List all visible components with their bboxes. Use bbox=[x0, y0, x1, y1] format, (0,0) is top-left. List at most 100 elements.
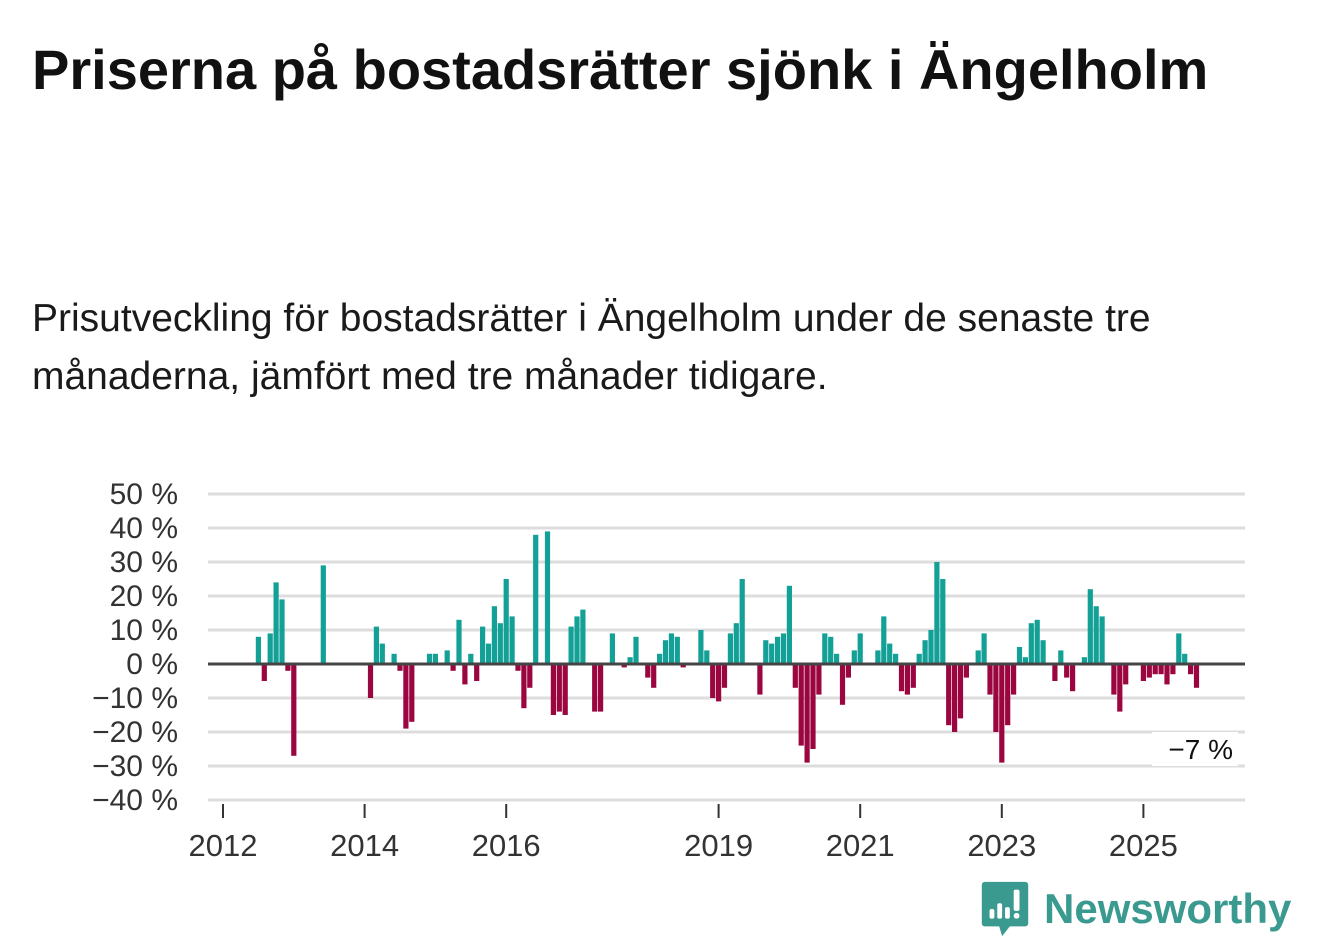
newsworthy-logo-icon bbox=[981, 881, 1029, 937]
newsworthy-logo: Newsworthy bbox=[980, 880, 1291, 938]
bar bbox=[987, 664, 993, 695]
bar bbox=[999, 664, 1005, 763]
bar bbox=[940, 579, 946, 664]
bar bbox=[1064, 664, 1070, 678]
bar bbox=[1193, 664, 1200, 688]
y-tick-label: −30 % bbox=[92, 750, 178, 783]
bar bbox=[1158, 664, 1164, 675]
bar bbox=[698, 630, 704, 664]
bar bbox=[621, 664, 627, 668]
bar bbox=[550, 664, 556, 715]
x-tick-label: 2021 bbox=[826, 828, 895, 863]
bar bbox=[893, 653, 899, 664]
bar bbox=[1140, 664, 1146, 681]
bar bbox=[1111, 664, 1117, 695]
bar bbox=[556, 664, 562, 712]
bar bbox=[273, 582, 279, 664]
bar bbox=[1123, 664, 1129, 685]
bar-chart: 50 %40 %30 %20 %10 %0 %−10 %−20 %−30 %−4… bbox=[92, 478, 1245, 863]
last-value-label-bg bbox=[1152, 732, 1238, 766]
bar bbox=[503, 579, 509, 664]
bar bbox=[662, 640, 669, 664]
bar bbox=[450, 664, 456, 671]
bar bbox=[851, 650, 857, 664]
bar bbox=[485, 643, 492, 664]
bar bbox=[474, 664, 480, 681]
bar bbox=[1040, 640, 1046, 664]
bar bbox=[792, 664, 798, 688]
bar bbox=[786, 585, 792, 664]
bar bbox=[568, 626, 574, 664]
bar bbox=[881, 616, 887, 664]
bar bbox=[267, 633, 273, 664]
bar bbox=[1146, 664, 1152, 678]
bar bbox=[609, 633, 615, 664]
bar bbox=[810, 664, 816, 749]
bar bbox=[804, 664, 810, 763]
bar bbox=[444, 650, 450, 664]
bar bbox=[704, 650, 710, 664]
bar bbox=[780, 633, 787, 664]
bar bbox=[1176, 633, 1182, 664]
bar bbox=[261, 664, 267, 681]
bar bbox=[426, 653, 433, 664]
bar bbox=[834, 653, 840, 664]
bar bbox=[409, 664, 415, 722]
bar bbox=[657, 653, 663, 664]
bar bbox=[845, 664, 851, 678]
bar bbox=[887, 643, 893, 664]
bar bbox=[480, 626, 486, 664]
bar bbox=[432, 653, 438, 664]
bar bbox=[397, 664, 403, 671]
bar bbox=[981, 633, 987, 664]
bar bbox=[574, 616, 580, 664]
bar bbox=[562, 664, 568, 715]
bar bbox=[491, 606, 497, 664]
bar bbox=[544, 531, 551, 664]
bar bbox=[1058, 650, 1064, 664]
bar bbox=[521, 664, 527, 709]
bar bbox=[515, 664, 521, 671]
bar bbox=[946, 664, 952, 726]
bar bbox=[456, 619, 462, 664]
bar bbox=[1011, 664, 1017, 695]
bar bbox=[875, 650, 881, 664]
bar bbox=[462, 664, 468, 685]
bar bbox=[963, 664, 969, 678]
bar bbox=[1034, 619, 1040, 664]
last-value-label: −7 % bbox=[1168, 734, 1233, 765]
bar bbox=[1117, 664, 1123, 712]
bar bbox=[1188, 664, 1194, 675]
y-tick-label: −20 % bbox=[92, 716, 178, 749]
y-tick-label: 0 % bbox=[126, 648, 178, 681]
y-axis-labels: 50 %40 %30 %20 %10 %0 %−10 %−20 %−30 %−4… bbox=[92, 478, 178, 817]
bar bbox=[975, 650, 981, 664]
bar bbox=[934, 562, 940, 664]
bar bbox=[497, 623, 503, 664]
bar bbox=[1022, 657, 1028, 664]
bar bbox=[320, 565, 326, 664]
bar bbox=[1081, 657, 1087, 664]
bar bbox=[279, 599, 285, 664]
y-tick-label: 30 % bbox=[110, 546, 178, 579]
bar bbox=[291, 664, 297, 756]
bar bbox=[255, 636, 261, 664]
y-tick-label: 40 % bbox=[110, 512, 178, 545]
bar bbox=[839, 664, 846, 705]
bar bbox=[580, 609, 586, 664]
bar bbox=[733, 623, 739, 664]
y-tick-label: 50 % bbox=[110, 478, 178, 511]
bar bbox=[651, 664, 657, 688]
x-tick-label: 2023 bbox=[967, 828, 1036, 863]
bar bbox=[828, 636, 834, 664]
bar bbox=[898, 664, 905, 692]
bar bbox=[1170, 664, 1176, 675]
bar bbox=[633, 636, 639, 664]
bar bbox=[379, 643, 385, 664]
bar bbox=[916, 653, 922, 664]
bar bbox=[1016, 647, 1023, 664]
chart-title: Priserna på bostadsrätter sjönk i Ängelh… bbox=[32, 38, 1209, 101]
y-tick-label: −10 % bbox=[92, 682, 178, 715]
y-tick-label: 10 % bbox=[110, 614, 178, 647]
bar bbox=[668, 633, 674, 664]
